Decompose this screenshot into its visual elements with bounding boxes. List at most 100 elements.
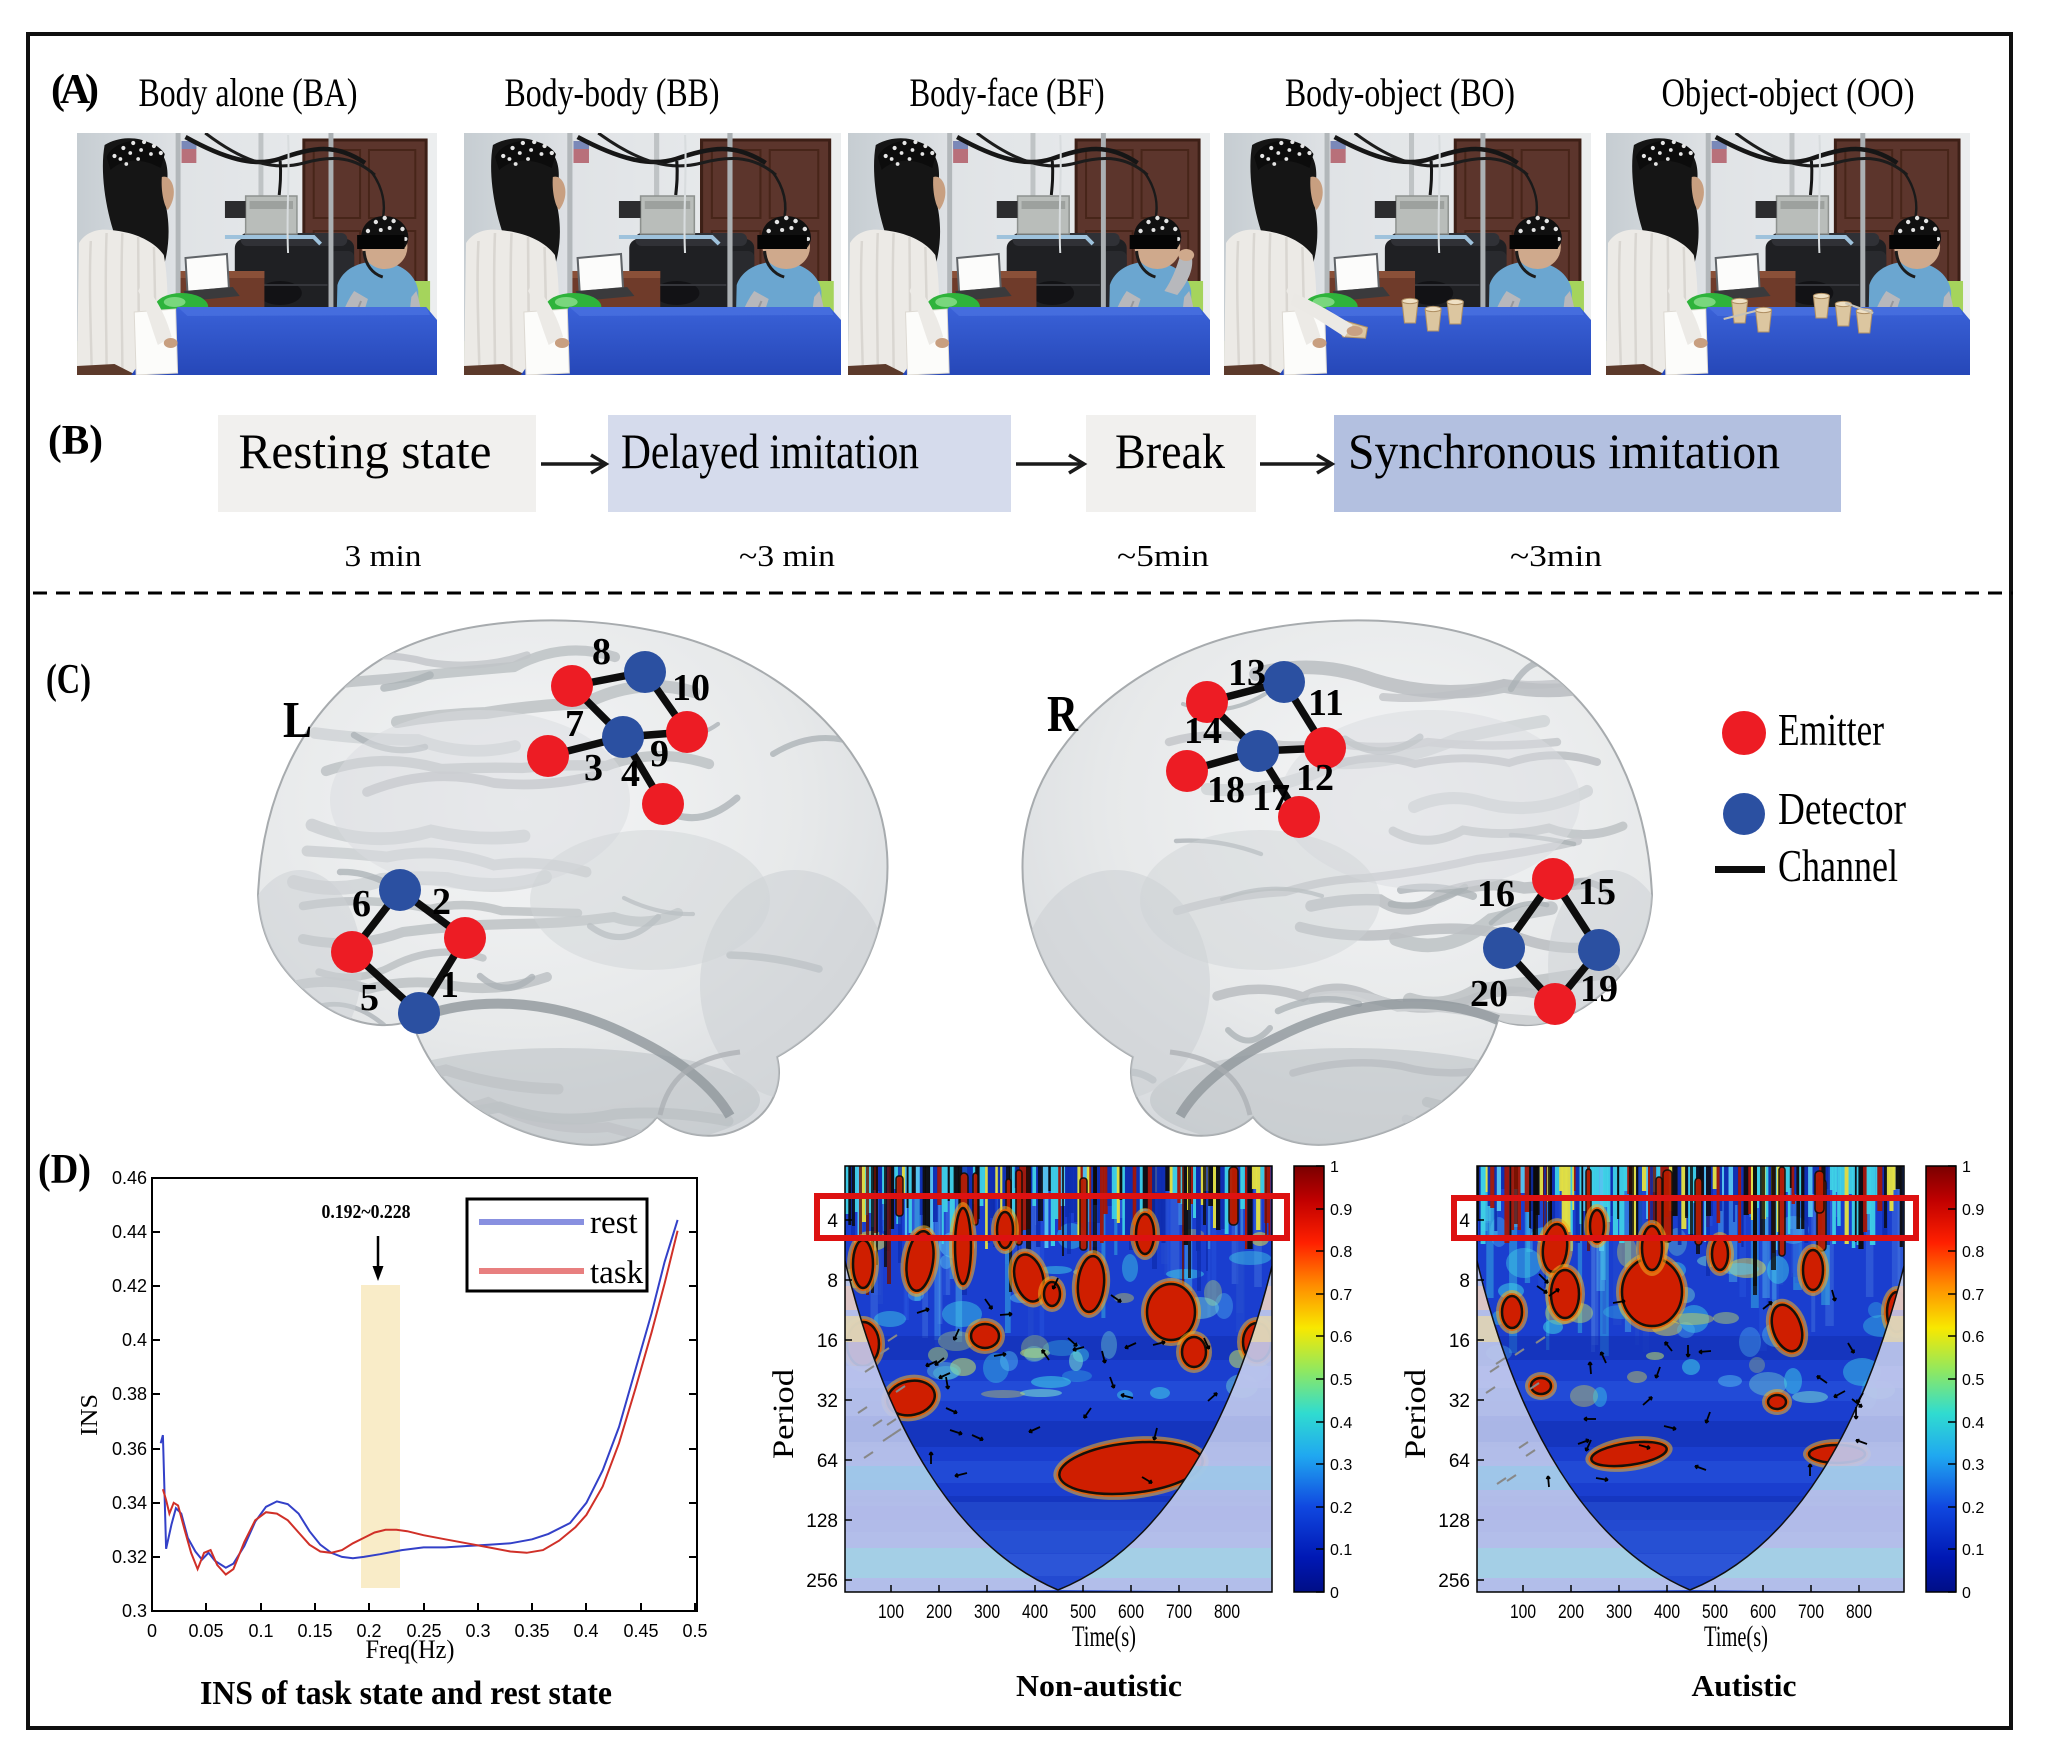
svg-text:0.8: 0.8 [1962, 1244, 1984, 1261]
svg-text:64: 64 [1449, 1451, 1471, 1472]
svg-text:0.32: 0.32 [112, 1547, 147, 1567]
svg-text:Delayed imitation: Delayed imitation [621, 423, 919, 479]
svg-text:0.7: 0.7 [1330, 1287, 1352, 1304]
svg-text:0.5: 0.5 [1962, 1372, 1984, 1389]
svg-text:0.8: 0.8 [1330, 1244, 1352, 1261]
svg-text:(A): (A) [51, 67, 99, 113]
svg-text:0.38: 0.38 [112, 1384, 147, 1404]
svg-text:~5min: ~5min [1117, 538, 1210, 573]
svg-text:Period: Period [767, 1369, 800, 1459]
svg-text:R: R [1047, 686, 1079, 743]
svg-text:0.05: 0.05 [188, 1621, 223, 1641]
svg-text:400: 400 [1022, 1602, 1048, 1623]
svg-text:0.1: 0.1 [1962, 1542, 1984, 1559]
svg-text:1: 1 [1962, 1159, 1971, 1176]
svg-text:(C): (C) [46, 657, 91, 703]
svg-text:INS: INS [77, 1394, 103, 1436]
svg-text:0.35: 0.35 [514, 1621, 549, 1641]
svg-text:128: 128 [806, 1511, 838, 1532]
svg-text:(D): (D) [38, 1147, 91, 1193]
svg-text:0: 0 [147, 1621, 157, 1641]
svg-text:7: 7 [565, 703, 584, 745]
svg-text:Freq(Hz): Freq(Hz) [366, 1635, 455, 1664]
svg-text:14: 14 [1184, 710, 1222, 752]
svg-text:0.46: 0.46 [112, 1168, 147, 1188]
svg-text:0.7: 0.7 [1962, 1287, 1984, 1304]
svg-text:800: 800 [1846, 1602, 1872, 1623]
svg-text:0.5: 0.5 [682, 1621, 707, 1641]
svg-text:0.4: 0.4 [1962, 1415, 1984, 1432]
svg-text:0.15: 0.15 [297, 1621, 332, 1641]
svg-text:4: 4 [621, 753, 640, 795]
svg-text:0.2: 0.2 [356, 1621, 381, 1641]
svg-text:100: 100 [1510, 1602, 1536, 1623]
svg-text:Break: Break [1115, 423, 1225, 479]
svg-text:Non-autistic: Non-autistic [1016, 1668, 1182, 1703]
svg-text:5: 5 [360, 977, 379, 1019]
svg-text:12: 12 [1296, 757, 1334, 799]
svg-text:1: 1 [1330, 1159, 1339, 1176]
svg-text:0.9: 0.9 [1330, 1202, 1352, 1219]
svg-text:500: 500 [1070, 1602, 1096, 1623]
svg-text:300: 300 [974, 1602, 1000, 1623]
svg-text:256: 256 [1438, 1571, 1470, 1592]
svg-text:0.2: 0.2 [1330, 1500, 1352, 1517]
svg-text:Synchronous imitation: Synchronous imitation [1348, 423, 1780, 479]
svg-text:19: 19 [1580, 968, 1618, 1010]
svg-text:0.3: 0.3 [1330, 1457, 1352, 1474]
svg-text:Period: Period [1399, 1369, 1432, 1459]
svg-text:0.4: 0.4 [573, 1621, 598, 1641]
svg-text:200: 200 [926, 1602, 952, 1623]
svg-text:0.44: 0.44 [112, 1222, 147, 1242]
svg-text:8: 8 [592, 631, 611, 673]
svg-text:11: 11 [1308, 682, 1344, 724]
svg-text:32: 32 [1449, 1391, 1470, 1412]
svg-text:Emitter: Emitter [1778, 704, 1884, 755]
svg-text:16: 16 [1477, 873, 1515, 915]
svg-text:4: 4 [827, 1211, 838, 1232]
svg-text:INS of task state and rest sta: INS of task state and rest state [200, 1675, 612, 1712]
svg-text:Time(s): Time(s) [1072, 1620, 1136, 1653]
svg-text:17: 17 [1252, 777, 1290, 819]
svg-text:0.45: 0.45 [623, 1621, 658, 1641]
svg-text:Autistic: Autistic [1692, 1668, 1797, 1703]
svg-text:0.5: 0.5 [1330, 1372, 1352, 1389]
svg-text:0.3: 0.3 [1962, 1457, 1984, 1474]
svg-text:task: task [590, 1255, 644, 1291]
svg-text:0: 0 [1330, 1585, 1339, 1602]
svg-text:Detector: Detector [1778, 783, 1906, 834]
svg-text:0.4: 0.4 [122, 1330, 147, 1350]
svg-text:400: 400 [1654, 1602, 1680, 1623]
svg-text:0.25: 0.25 [406, 1621, 441, 1641]
svg-text:0.4: 0.4 [1330, 1415, 1352, 1432]
svg-text:100: 100 [878, 1602, 904, 1623]
svg-text:Object-object (OO): Object-object (OO) [1662, 70, 1915, 115]
svg-text:Body-object (BO): Body-object (BO) [1285, 70, 1515, 115]
svg-text:0.34: 0.34 [112, 1493, 147, 1513]
svg-text:700: 700 [1166, 1602, 1192, 1623]
svg-text:128: 128 [1438, 1511, 1470, 1532]
svg-text:(B): (B) [48, 418, 103, 464]
svg-text:500: 500 [1702, 1602, 1728, 1623]
svg-text:200: 200 [1558, 1602, 1584, 1623]
svg-text:0.6: 0.6 [1962, 1329, 1984, 1346]
svg-text:L: L [283, 692, 312, 749]
svg-text:2: 2 [432, 881, 451, 923]
svg-text:16: 16 [817, 1331, 838, 1352]
svg-text:0.36: 0.36 [112, 1439, 147, 1459]
svg-text:9: 9 [650, 733, 669, 775]
svg-text:8: 8 [827, 1271, 838, 1292]
svg-text:32: 32 [817, 1391, 838, 1412]
svg-text:700: 700 [1798, 1602, 1824, 1623]
svg-text:Resting state: Resting state [239, 423, 492, 479]
svg-text:20: 20 [1470, 973, 1508, 1015]
svg-text:300: 300 [1606, 1602, 1632, 1623]
svg-text:16: 16 [1449, 1331, 1470, 1352]
svg-text:10: 10 [672, 667, 710, 709]
svg-text:0.42: 0.42 [112, 1276, 147, 1296]
svg-text:18: 18 [1207, 769, 1245, 811]
svg-text:3 min: 3 min [345, 538, 423, 573]
svg-text:rest: rest [590, 1205, 638, 1241]
svg-text:1: 1 [440, 964, 459, 1006]
svg-text:8: 8 [1459, 1271, 1470, 1292]
